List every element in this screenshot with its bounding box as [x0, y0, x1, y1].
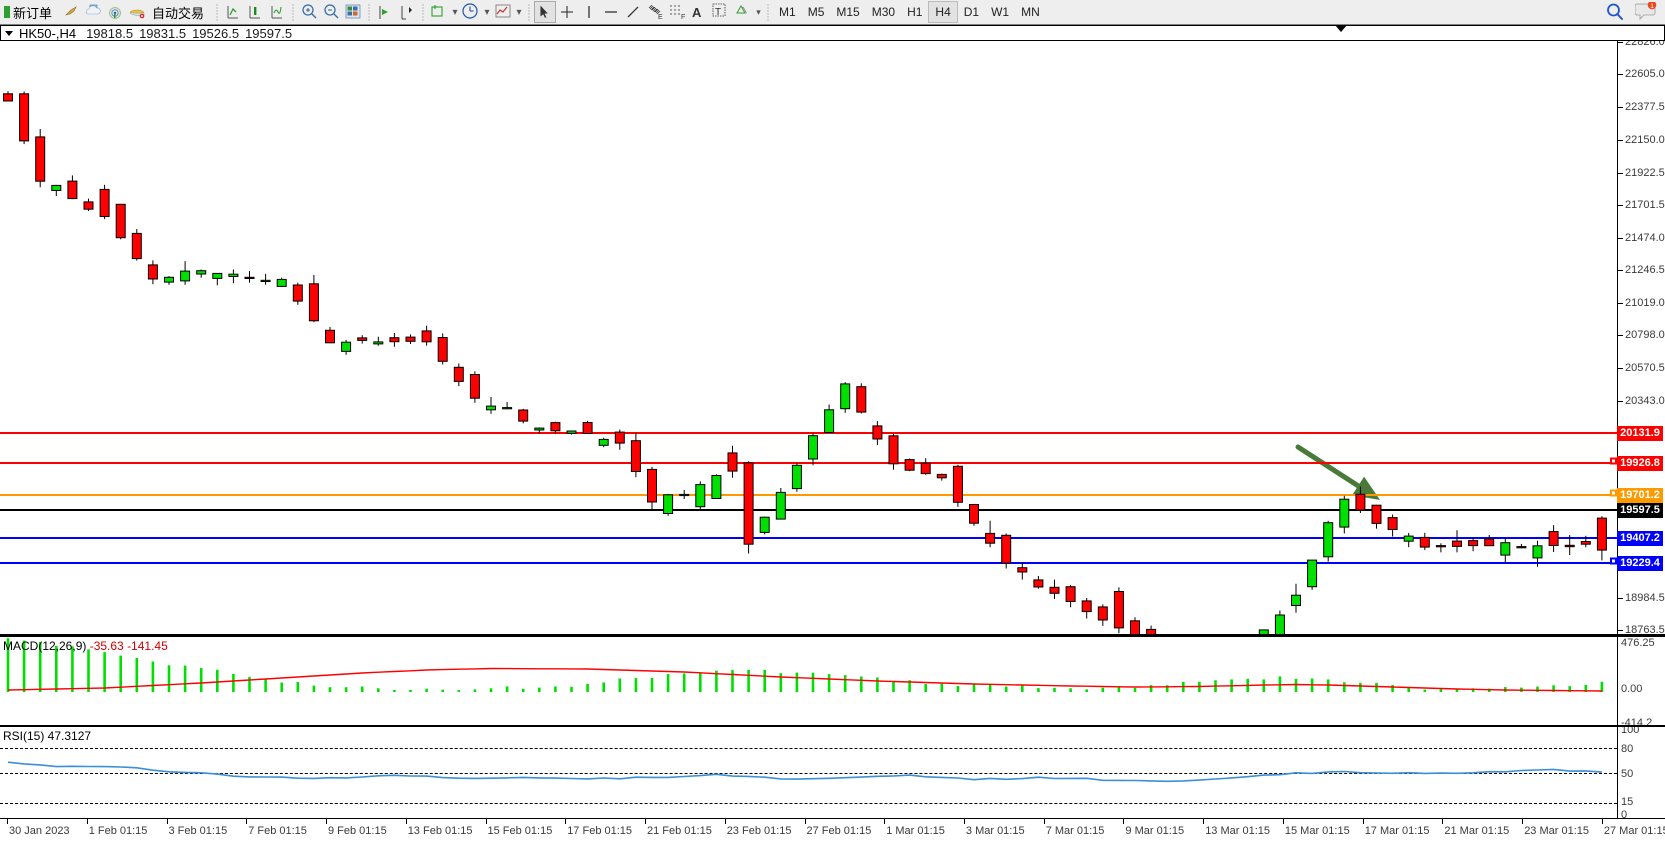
- svg-text:A: A: [692, 5, 702, 20]
- svg-text:E: E: [658, 14, 663, 21]
- svg-text:F: F: [681, 14, 685, 21]
- svg-text:1: 1: [1650, 3, 1654, 10]
- svg-text:T: T: [715, 7, 721, 18]
